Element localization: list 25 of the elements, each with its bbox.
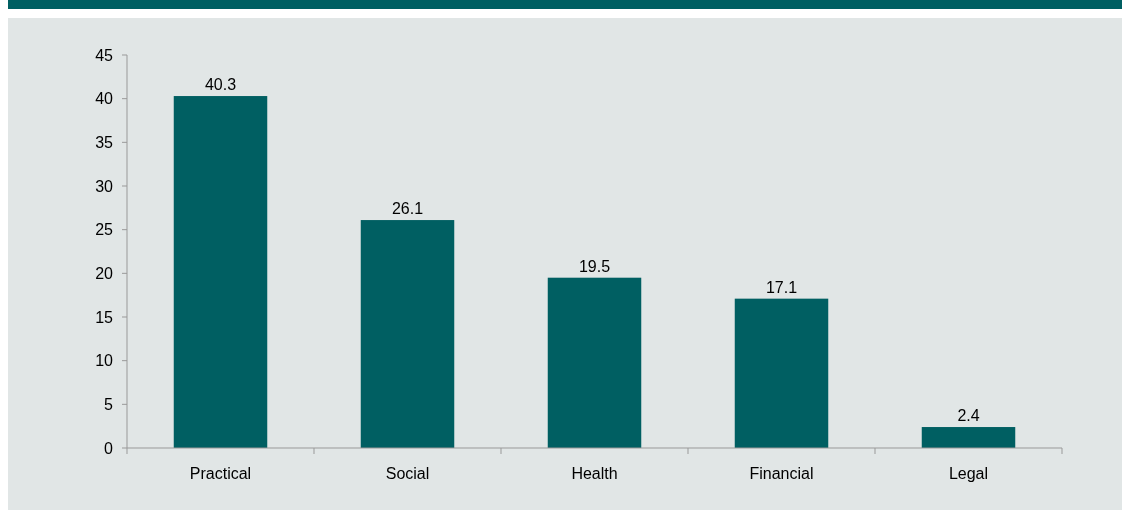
bar [360,220,455,448]
y-tick-label: 30 [95,177,114,195]
y-tick-label: 45 [95,46,114,64]
y-tick-label: 40 [95,90,114,108]
x-tick-label: Social [385,465,430,482]
x-tick-label: Health [571,465,618,482]
data-label: 2.4 [957,407,980,425]
data-label: 26.1 [391,200,424,218]
bar [921,427,1016,448]
y-tick-label: 25 [95,221,114,239]
x-tick-label: Practical [189,465,252,482]
data-label: 17.1 [765,278,798,296]
y-tick-label: 35 [95,133,114,151]
y-tick-label: 10 [95,352,114,370]
data-label: 40.3 [204,76,237,94]
data-label: 19.5 [578,257,611,275]
bar [734,298,829,448]
y-tick-label: 5 [104,395,114,413]
y-tick-label: 20 [95,264,114,282]
y-tick-label: 15 [95,308,114,326]
y-tick-label: 0 [104,439,114,457]
bar [547,277,642,448]
x-tick-label: Financial [749,465,814,482]
x-tick-label: Legal [948,465,989,482]
bar [173,96,268,448]
